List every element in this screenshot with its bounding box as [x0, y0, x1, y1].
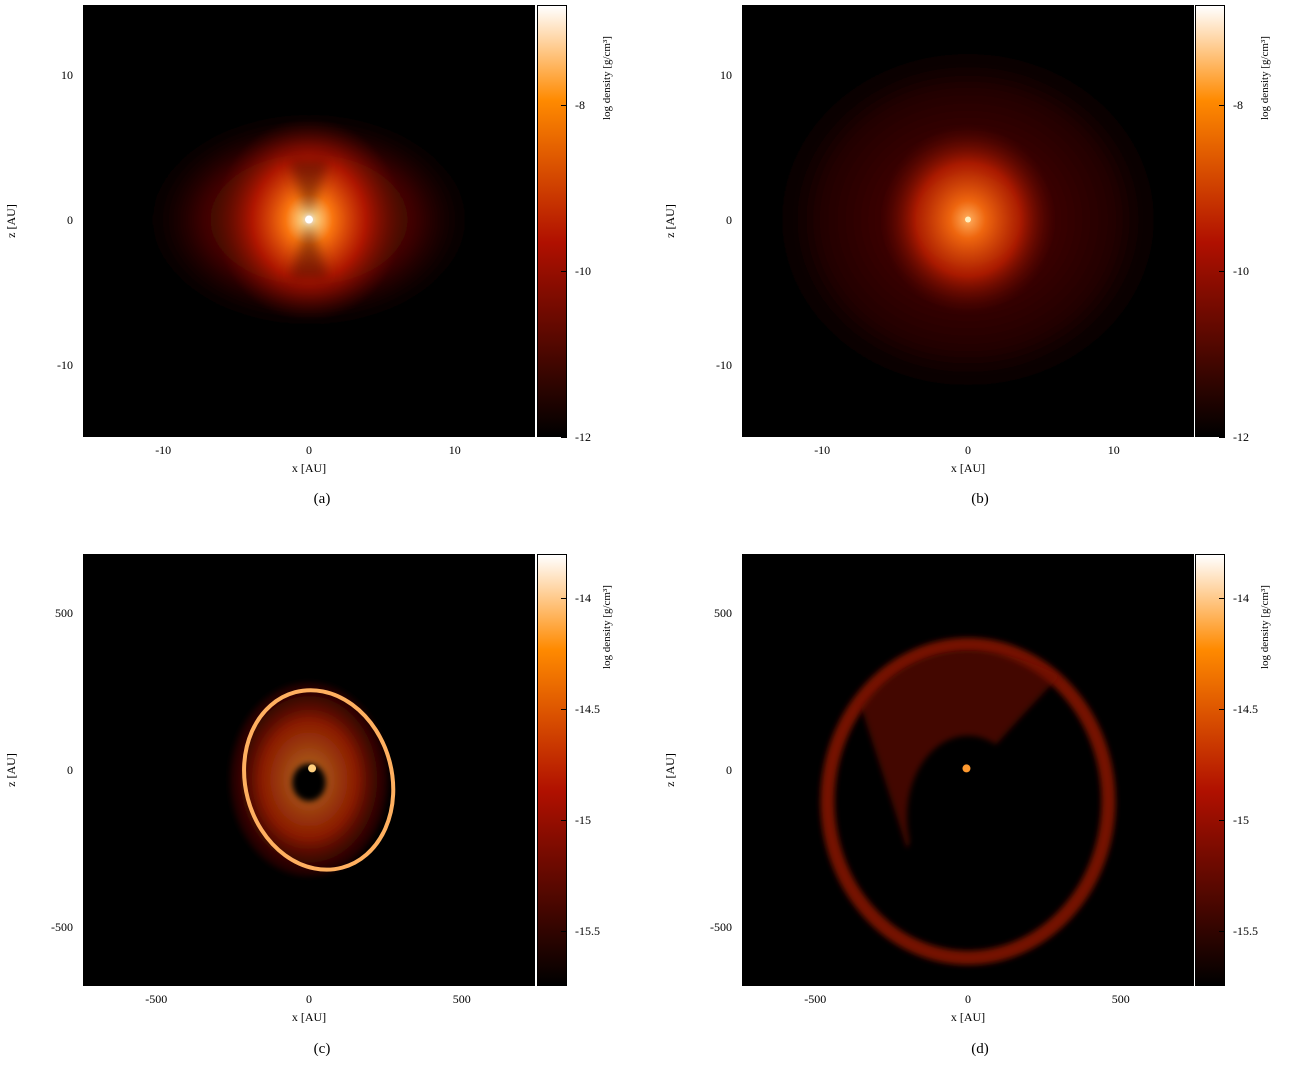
colorbar-tick-label: -10	[575, 263, 591, 278]
colorbar-tick-mark	[1219, 270, 1225, 272]
x-tick-label: 500	[1111, 992, 1130, 1006]
x-tick-label: -500	[804, 992, 827, 1006]
x-axis-label: x [AU]	[950, 461, 986, 475]
central-peak	[965, 216, 971, 223]
colorbar	[537, 554, 567, 986]
colorbar-tick-mark	[561, 270, 567, 272]
y-axis-label: z [AU]	[663, 204, 677, 238]
colorbar-label: log density [g/cm³]	[1259, 585, 1271, 669]
density-image	[756, 31, 1180, 409]
colorbar-tick-mark	[1219, 598, 1225, 600]
y-tick-label: 10	[720, 67, 732, 82]
colorbar-tick-label: -14	[575, 591, 591, 606]
x-tick-label: -10	[155, 443, 172, 457]
colorbar-tick-label: -15	[575, 812, 591, 827]
density-image	[229, 682, 396, 877]
colorbar-tick-label: -14.5	[575, 702, 600, 717]
colorbar-tick-mark	[561, 437, 567, 438]
colorbar-gradient	[1196, 555, 1224, 985]
colorbar-tick-mark	[1219, 437, 1225, 438]
y-tick-label: -10	[57, 357, 73, 372]
x-tick-label: -500	[145, 992, 168, 1006]
central-cavity	[292, 763, 326, 802]
shell-ring	[242, 688, 396, 872]
colorbar-tick-mark	[561, 930, 567, 932]
colorbar-gradient	[538, 555, 566, 985]
density-map	[83, 554, 535, 986]
colorbar-tick-mark	[561, 709, 567, 711]
y-tick-label: 10	[61, 67, 73, 82]
colorbar-tick-mark	[1219, 930, 1225, 932]
outer-shell	[820, 637, 1116, 965]
colorbar-tick-mark	[561, 819, 567, 821]
x-tick-label: 10	[1107, 443, 1120, 457]
colorbar-tick-label: -8	[575, 97, 585, 112]
y-tick-label: -10	[716, 357, 732, 372]
density-map	[742, 5, 1194, 437]
colorbar-tick-label: -8	[1233, 97, 1243, 112]
colorbar-tick-label: -14.5	[1233, 702, 1258, 717]
colorbar	[1195, 554, 1225, 986]
y-tick-label: 500	[55, 606, 73, 621]
subfigure-caption: (a)	[313, 491, 331, 507]
x-tick-label: 0	[306, 992, 312, 1006]
colorbar-tick-label: -12	[1233, 430, 1249, 444]
colorbar-tick-label: -15.5	[575, 923, 600, 938]
colorbar-tick-mark	[1219, 819, 1225, 821]
y-tick-label: 0	[726, 212, 732, 227]
colorbar	[1195, 5, 1225, 437]
colorbar-label: log density [g/cm³]	[1259, 36, 1271, 120]
colorbar-tick-mark	[561, 104, 567, 106]
x-axis-label: x [AU]	[291, 461, 327, 475]
density-map	[742, 554, 1194, 986]
colorbar-label: log density [g/cm³]	[601, 585, 613, 669]
colorbar-tick-label: -15	[1233, 812, 1249, 827]
density-image	[134, 103, 484, 336]
y-axis-label: z [AU]	[4, 204, 18, 238]
x-tick-label: 0	[965, 443, 971, 457]
y-tick-label: -500	[51, 919, 73, 934]
colorbar-tick-label: -10	[1233, 263, 1249, 278]
central-cavity	[906, 735, 1030, 899]
y-tick-label: 500	[714, 606, 732, 621]
x-axis-label: x [AU]	[950, 1010, 986, 1024]
x-tick-label: 500	[452, 992, 471, 1006]
y-tick-label: 0	[67, 763, 73, 777]
x-tick-label: 10	[448, 443, 461, 457]
colorbar-tick-label: -15.5	[1233, 923, 1258, 938]
colorbar-label: log density [g/cm³]	[601, 36, 613, 120]
central-peak	[305, 215, 313, 224]
y-tick-label: -500	[710, 919, 732, 934]
y-axis-label: z [AU]	[663, 753, 677, 787]
colorbar-tick-label: -14	[1233, 591, 1249, 606]
x-tick-label: 0	[306, 443, 312, 457]
y-tick-label: 0	[726, 763, 732, 777]
colorbar-gradient	[1196, 6, 1224, 436]
x-axis-label: x [AU]	[291, 1010, 327, 1024]
colorbar-tick-mark	[1219, 104, 1225, 106]
colorbar-tick-mark	[561, 598, 567, 600]
density-image	[820, 637, 1116, 965]
central-knot	[962, 764, 971, 773]
x-tick-label: 0	[965, 992, 971, 1006]
y-axis-label: z [AU]	[4, 753, 18, 787]
colorbar	[537, 5, 567, 437]
x-tick-label: -10	[814, 443, 831, 457]
density-map	[83, 5, 535, 437]
colorbar-gradient	[538, 6, 566, 436]
subfigure-caption: (b)	[971, 491, 989, 507]
colorbar-tick-label: -12	[575, 430, 591, 444]
subfigure-caption: (d)	[971, 1041, 989, 1057]
y-tick-label: 0	[67, 212, 73, 227]
subfigure-caption: (c)	[313, 1041, 331, 1057]
colorbar-tick-mark	[1219, 709, 1225, 711]
central-knot	[308, 764, 317, 773]
